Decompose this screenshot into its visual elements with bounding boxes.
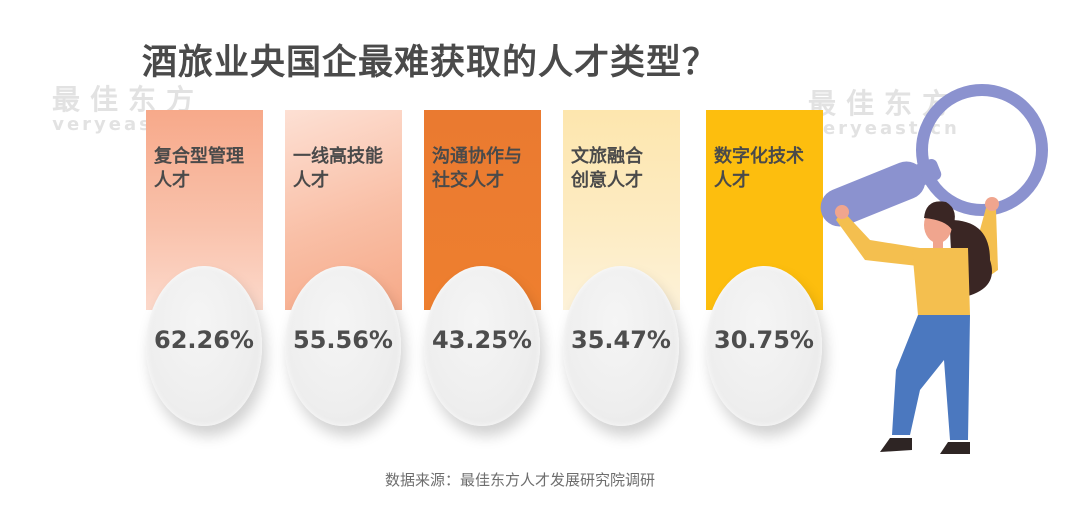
value-label: 35.47% [571, 326, 671, 354]
value-oval: 30.75% [706, 266, 822, 426]
value-oval: 62.26% [146, 266, 262, 426]
bar-label-line: 人才 [154, 170, 190, 191]
bar-label-line: 数字化技术 [714, 146, 804, 167]
bar-label-line: 文旅融合 [571, 146, 643, 167]
value-label: 30.75% [714, 326, 814, 354]
bar-label: 一线高技能 人才 [293, 145, 398, 193]
watermark-cn: 最佳东方 [52, 83, 205, 116]
bar-label-line: 人才 [293, 170, 329, 191]
bar-label: 文旅融合 创意人才 [571, 145, 676, 193]
bar-label: 复合型管理 人才 [154, 145, 259, 193]
bar-label: 沟通协作与 社交人才 [432, 145, 537, 193]
value-oval: 35.47% [563, 266, 679, 426]
bar-label-line: 社交人才 [432, 170, 504, 191]
data-source-note: 数据来源：最佳东方人才发展研究院调研 [384, 471, 655, 489]
bar-label-line: 沟通协作与 [432, 146, 522, 167]
chart-title: 酒旅业央国企最难获取的人才类型？ [142, 43, 719, 83]
value-label: 62.26% [154, 326, 254, 354]
bar-label-line: 一线高技能 [293, 146, 383, 167]
woman-magnifier-illustration [820, 84, 1048, 454]
value-oval: 43.25% [424, 266, 540, 426]
value-label: 43.25% [432, 326, 532, 354]
bar-label-line: 复合型管理 [154, 146, 244, 167]
value-label: 55.56% [293, 326, 393, 354]
value-oval: 55.56% [285, 266, 401, 426]
bar-label-line: 创意人才 [571, 170, 643, 191]
watermark-cn: 最佳东方 [808, 87, 961, 120]
bar-label: 数字化技术 人才 [714, 145, 819, 193]
bar-label-line: 人才 [714, 170, 750, 191]
